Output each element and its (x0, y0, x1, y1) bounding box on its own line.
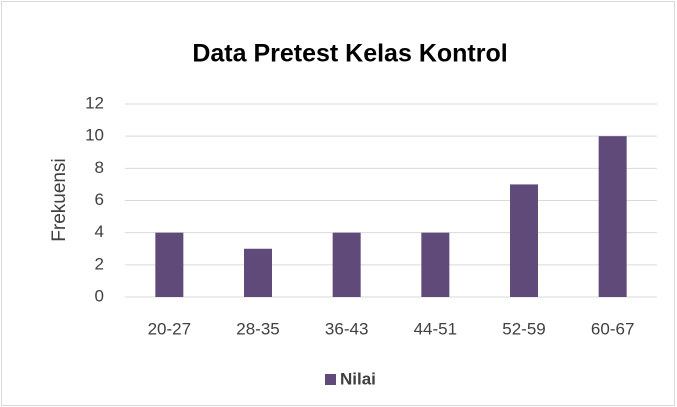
bar (332, 232, 361, 297)
y-axis-label: Frekuensi (49, 158, 70, 241)
x-tick-label: 20-27 (148, 319, 191, 338)
legend-label: Nilai (340, 369, 376, 388)
y-tick-label: 6 (95, 190, 104, 209)
y-tick-label: 8 (95, 158, 104, 177)
bar (155, 232, 184, 297)
y-tick-label: 2 (95, 254, 104, 273)
x-tick-label: 28-35 (236, 319, 279, 338)
bar (421, 232, 450, 297)
y-tick-label: 4 (95, 222, 104, 241)
x-tick-label: 60-67 (591, 319, 634, 338)
y-tick-label: 10 (85, 126, 104, 145)
x-tick-label: 44-51 (414, 319, 457, 338)
chart-title: Data Pretest Kelas Kontrol (192, 40, 507, 68)
y-tick-label: 12 (85, 93, 104, 112)
y-tick-label: 0 (95, 286, 104, 305)
bar (598, 136, 627, 297)
bar (510, 184, 538, 297)
x-tick-label: 52-59 (502, 319, 545, 338)
bar (244, 248, 272, 297)
x-tick-label: 36-43 (325, 319, 368, 338)
legend-swatch (325, 374, 336, 385)
